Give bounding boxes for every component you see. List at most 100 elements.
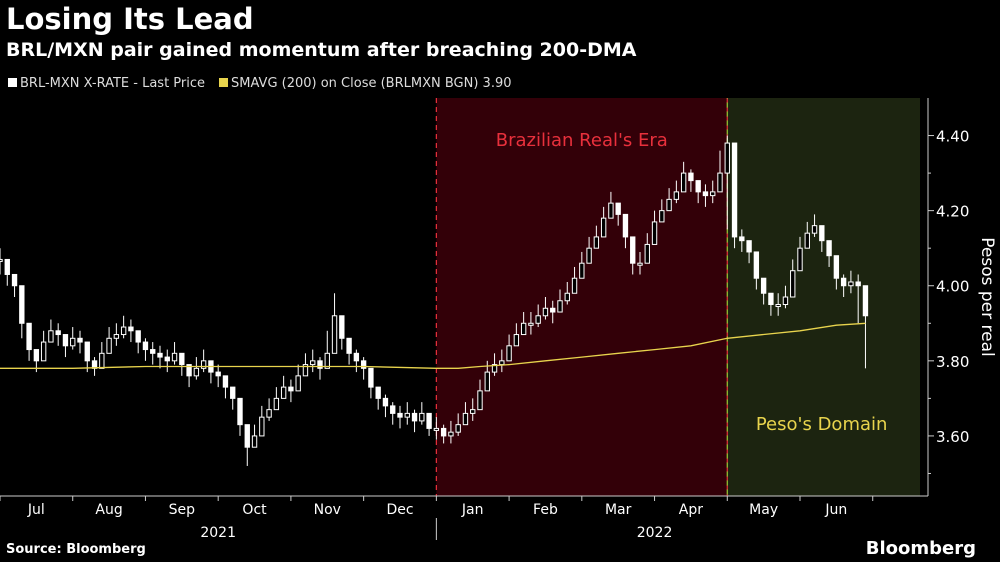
price-bar (128, 326, 134, 332)
shaded-region-2 (727, 98, 920, 496)
price-bar (157, 352, 163, 358)
price-bar (99, 352, 105, 369)
price-bar (790, 270, 796, 298)
price-bar (768, 292, 774, 306)
price-bar (760, 277, 767, 294)
price-bar (142, 341, 149, 351)
price-bar (40, 341, 47, 362)
x-tick-label: Jan (461, 502, 484, 518)
price-bar (753, 251, 760, 279)
price-bar (855, 281, 861, 287)
price-bar (462, 412, 469, 426)
price-bar (77, 337, 83, 343)
x-tick-label: Oct (242, 502, 267, 518)
annotation-label-real-era: Brazilian Real's Era (496, 130, 668, 151)
price-bar (811, 225, 818, 234)
price-bar (600, 217, 607, 238)
y-axis-label: Pesos per real (977, 237, 997, 356)
price-bar (848, 281, 854, 287)
price-bar (295, 375, 301, 392)
price-bar (550, 307, 556, 313)
price-bar (680, 172, 687, 193)
price-bar (273, 397, 280, 411)
price-bar (237, 397, 243, 426)
price-bar (266, 409, 272, 418)
price-bar (419, 412, 425, 422)
price-bar (862, 285, 869, 317)
price-bar (702, 191, 709, 197)
price-bar (230, 386, 236, 399)
price-bar (695, 180, 701, 193)
price-bar (302, 364, 309, 377)
sma-legend-swatch (219, 78, 229, 87)
price-bar (491, 364, 498, 373)
price-bar (120, 326, 127, 336)
source-note: Source: Bloomberg (6, 542, 146, 557)
price-bar (688, 172, 694, 182)
chart-title: Losing Its Lead (6, 2, 254, 36)
price-bar (782, 296, 789, 306)
price-bar (353, 352, 360, 362)
price-bar (593, 236, 600, 249)
bloomberg-logo: Bloomberg (865, 538, 976, 559)
y-tick-label: 3.80 (936, 353, 969, 371)
price-bar (251, 435, 258, 448)
price-bar (70, 337, 76, 347)
price-bar (288, 386, 294, 392)
price-bar (26, 322, 32, 351)
price-bar (571, 277, 578, 294)
price-bar (215, 371, 221, 377)
price-legend-label: BRL-MXN X-RATE - Last Price (20, 76, 206, 91)
price-bar (651, 221, 658, 245)
price-bar (520, 322, 527, 336)
price-bar (455, 424, 461, 433)
price-bar (608, 202, 614, 219)
price-bar (826, 240, 832, 257)
price-bar (477, 390, 483, 411)
price-bar (731, 142, 738, 238)
price-bar (586, 247, 592, 264)
price-bar (775, 304, 781, 308)
year-label: 2021 (200, 525, 236, 541)
price-bar (659, 210, 665, 223)
price-series (0, 135, 869, 466)
price-bar (193, 367, 200, 377)
price-bar (717, 172, 723, 193)
price-bar (317, 360, 323, 369)
price-bar (244, 424, 250, 448)
price-bar (579, 262, 585, 279)
legend: BRL-MXN X-RATE - Last Price SMAVG (200) o… (6, 76, 512, 91)
price-bar (804, 232, 810, 249)
price-bar (433, 427, 440, 431)
price-bar (331, 315, 338, 354)
price-bar (557, 300, 563, 313)
x-tick-label: Mar (605, 502, 632, 518)
price-bar (19, 285, 25, 324)
price-bar (11, 273, 18, 287)
shaded-region-1 (436, 98, 728, 496)
price-bar (615, 202, 621, 215)
price-bar (448, 431, 454, 437)
price-bar (200, 360, 207, 369)
price-bar (622, 213, 629, 238)
price-bar (542, 307, 549, 317)
x-tick-label: Nov (314, 502, 341, 518)
y-tick-label: 4.00 (936, 278, 969, 296)
price-bar (484, 371, 490, 392)
price-bar (666, 198, 672, 212)
price-bar (440, 427, 447, 437)
price-bar (506, 345, 512, 362)
price-bar (426, 412, 432, 429)
price-bar (724, 142, 730, 174)
price-bar (390, 405, 396, 414)
x-tick-label: Jun (824, 502, 847, 518)
price-bar (324, 352, 330, 369)
price-bar (4, 258, 10, 275)
price-bar (513, 334, 520, 347)
price-bar (382, 397, 389, 407)
x-tick-label: Feb (533, 502, 558, 518)
price-bar (673, 191, 680, 200)
annotation-label-peso-domain: Peso's Domain (756, 414, 888, 435)
price-bar (375, 386, 381, 399)
